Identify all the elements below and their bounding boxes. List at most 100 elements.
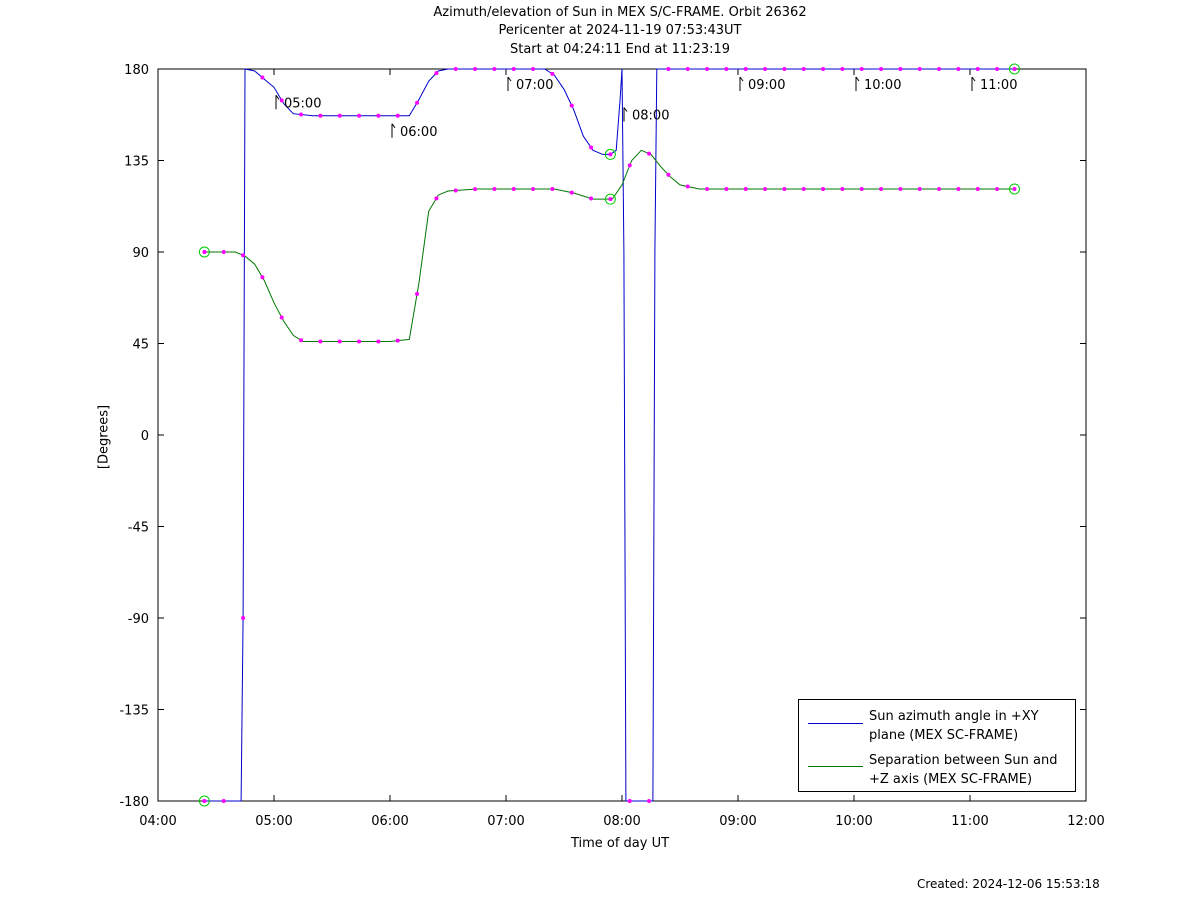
hour-annotation-tick xyxy=(855,76,860,82)
endpoint-dot xyxy=(1012,67,1017,71)
sample-marker xyxy=(705,186,710,191)
sample-marker xyxy=(840,67,845,71)
y-tick-label: 45 xyxy=(132,338,149,353)
sample-marker xyxy=(821,186,826,191)
x-tick-label: 04:00 xyxy=(139,814,176,829)
sample-marker xyxy=(357,113,362,118)
pericenter-marker xyxy=(604,193,616,205)
x-tick-label: 10:00 xyxy=(835,814,872,829)
sample-marker xyxy=(685,184,690,189)
chart-frame xyxy=(157,68,1087,802)
sample-marker xyxy=(724,186,729,191)
sample-marker xyxy=(995,186,1000,191)
sample-marker xyxy=(956,67,961,71)
sample-marker xyxy=(956,186,961,191)
sample-marker xyxy=(241,253,246,258)
sample-marker xyxy=(550,71,555,76)
series-line-separation xyxy=(204,149,1015,342)
hour-annotation-label: 07:00 xyxy=(516,78,553,93)
x-tick-label: 11:00 xyxy=(951,814,988,829)
x-axis-label: Time of day UT xyxy=(570,836,670,851)
legend-label-separation-line1: Separation between Sun and xyxy=(869,753,1058,768)
hour-annotation-label: 11:00 xyxy=(980,78,1017,93)
series-line-azimuth xyxy=(204,68,1015,802)
sample-marker xyxy=(801,186,806,191)
sample-marker xyxy=(569,190,574,195)
endpoint-dot xyxy=(202,250,207,254)
sample-marker xyxy=(221,799,226,803)
sample-marker xyxy=(647,799,652,803)
sample-marker xyxy=(241,616,246,620)
sample-marker xyxy=(840,186,845,191)
sample-marker xyxy=(376,339,381,344)
sample-marker xyxy=(434,196,439,201)
hour-annotation-label: 06:00 xyxy=(400,125,437,140)
hour-annotation-tick xyxy=(623,107,628,112)
sample-marker xyxy=(724,67,729,71)
y-tick-label: 180 xyxy=(124,63,149,78)
hour-annotation-label: 10:00 xyxy=(864,78,901,93)
sample-marker xyxy=(473,67,478,71)
sample-marker xyxy=(569,103,574,108)
chart-legend: Sun azimuth angle in +XY plane (MEX SC-F… xyxy=(798,699,1076,792)
sample-marker xyxy=(492,186,497,191)
chart-title: Azimuth/elevation of Sun in MEX S/C-FRAM… xyxy=(433,5,807,20)
sample-marker xyxy=(763,186,768,191)
sample-marker xyxy=(492,67,497,71)
legend-swatch-separation xyxy=(808,766,863,767)
created-timestamp: Created: 2024-12-06 15:53:18 xyxy=(917,877,1100,891)
sample-marker xyxy=(647,151,652,156)
sample-marker xyxy=(415,100,420,105)
sample-marker xyxy=(550,186,555,191)
chart-subtitle-pericenter: Pericenter at 2024-11-19 07:53:43UT xyxy=(498,23,742,38)
sample-marker xyxy=(531,186,536,191)
x-tick-label: 08:00 xyxy=(603,814,640,829)
endpoint-marker xyxy=(198,795,210,807)
x-tick-label: 09:00 xyxy=(719,814,756,829)
x-tick-label: 06:00 xyxy=(371,814,408,829)
sample-marker xyxy=(859,67,864,71)
sample-marker xyxy=(279,315,284,320)
y-tick-label: -90 xyxy=(128,612,149,627)
y-tick-label: 135 xyxy=(124,155,149,170)
sample-marker xyxy=(917,186,922,191)
sample-marker xyxy=(898,67,903,71)
plot-frame xyxy=(157,68,1087,802)
hour-annotation-tick xyxy=(971,76,976,82)
sample-marker xyxy=(627,163,632,168)
sample-marker xyxy=(260,75,265,80)
legend-swatch-azimuth xyxy=(808,723,863,724)
sample-marker xyxy=(995,67,1000,71)
sample-marker xyxy=(801,67,806,71)
y-tick-label: -180 xyxy=(119,795,149,810)
y-tick-label: 0 xyxy=(141,429,149,444)
endpoint-dot xyxy=(202,799,207,803)
sample-marker xyxy=(627,799,632,803)
endpoint-marker xyxy=(1008,63,1020,75)
sample-marker xyxy=(260,275,265,280)
legend-label-separation-line2: +Z axis (MEX SC-FRAME) xyxy=(869,772,1033,787)
sample-marker xyxy=(453,67,458,71)
sample-marker xyxy=(975,186,980,191)
hour-annotation-label: 08:00 xyxy=(632,109,669,124)
sample-marker xyxy=(415,291,420,296)
sample-marker xyxy=(608,197,613,202)
sample-marker xyxy=(511,67,516,71)
sample-marker xyxy=(782,67,787,71)
pericenter-marker xyxy=(604,148,616,160)
sample-marker xyxy=(395,338,400,343)
sample-marker xyxy=(357,339,362,344)
sample-marker xyxy=(975,67,980,71)
y-axis-label: [Degrees] xyxy=(96,404,112,470)
endpoint-marker xyxy=(1008,183,1020,195)
sample-marker xyxy=(318,113,323,118)
sample-marker xyxy=(376,113,381,118)
sample-marker xyxy=(821,67,826,71)
sample-marker xyxy=(743,186,748,191)
hour-annotation-tick xyxy=(275,95,280,100)
hour-annotation-label: 09:00 xyxy=(748,78,785,93)
sample-marker xyxy=(279,98,284,103)
hour-annotation-tick xyxy=(739,76,744,82)
sample-marker xyxy=(511,186,516,191)
sample-marker xyxy=(705,67,710,71)
